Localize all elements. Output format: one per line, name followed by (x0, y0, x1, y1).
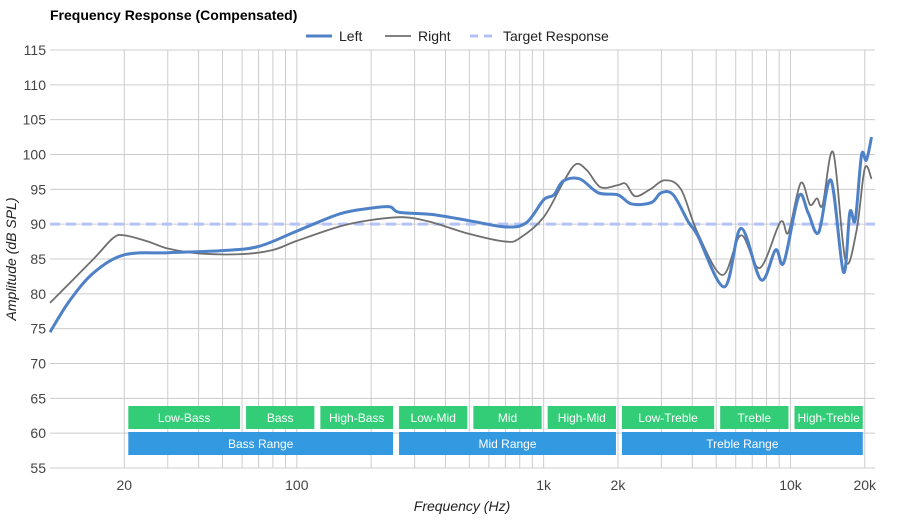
legend: Left Right Target Response (306, 28, 609, 44)
range (399, 432, 616, 455)
x-tick-label: 10k (779, 477, 803, 493)
y-tick-label: 60 (30, 425, 46, 441)
y-tick-label: 55 (30, 460, 46, 476)
band-label: Treble (738, 411, 772, 425)
y-axis-label: Amplitude (dB SPL) (3, 198, 19, 322)
x-tick-label: 2k (611, 477, 627, 493)
y-tick-label: 95 (30, 181, 46, 197)
x-axis-label: Frequency (Hz) (414, 498, 510, 514)
band (320, 406, 394, 429)
legend-label: Right (418, 28, 451, 44)
y-tick-label: 65 (30, 390, 46, 406)
legend-label: Left (339, 28, 362, 44)
series-right (49, 150, 873, 304)
band (621, 406, 715, 429)
y-tick-label: 110 (24, 77, 47, 93)
range (621, 432, 863, 455)
band (399, 406, 468, 429)
band-label: High-Treble (798, 411, 861, 425)
band-label: Low-Mid (411, 411, 456, 425)
band (246, 406, 315, 429)
x-tick-label: 20 (117, 477, 133, 493)
band-label: Bass (267, 411, 294, 425)
range-label: Mid Range (478, 437, 536, 451)
y-tick-label: 75 (30, 321, 46, 337)
band-label: Low-Bass (158, 411, 211, 425)
band (794, 406, 863, 429)
chart-title: Frequency Response (Compensated) (50, 7, 297, 23)
y-tick-label: 90 (30, 216, 46, 232)
range (128, 432, 394, 455)
band (128, 406, 241, 429)
band (473, 406, 542, 429)
y-tick-label: 105 (23, 112, 47, 128)
band-label: Mid (498, 411, 517, 425)
y-tick-label: 115 (24, 42, 47, 58)
x-tick-label: 100 (285, 477, 309, 493)
band (547, 406, 616, 429)
x-tick-label: 20k (853, 477, 877, 493)
range-label: Bass Range (228, 437, 294, 451)
y-tick-label: 70 (30, 356, 46, 372)
y-tick-label: 100 (23, 147, 47, 163)
x-tick-label: 1k (536, 477, 552, 493)
band-label: Low-Treble (638, 411, 698, 425)
series-lines (48, 136, 875, 333)
y-tick-label: 80 (30, 286, 46, 302)
band-annotations: Low-Bass Bass High-Bass Low-Mid Mid High-Mid L… (128, 406, 863, 455)
range-label: Treble Range (706, 437, 779, 451)
series-left (48, 136, 874, 333)
band-label: High-Mid (558, 411, 606, 425)
legend-label: Target Response (503, 28, 609, 44)
band-label: High-Bass (329, 411, 384, 425)
band (720, 406, 789, 429)
y-tick-label: 85 (30, 251, 46, 267)
